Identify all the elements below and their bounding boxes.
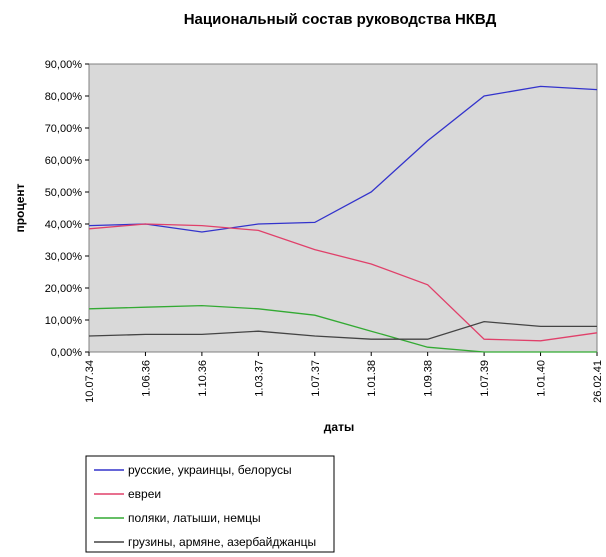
legend-items: русские, украинцы, белорусы евреи поляки, …: [94, 463, 316, 549]
x-tick-label: 1.03.37: [253, 360, 265, 397]
y-tick-label: 60,00%: [45, 155, 83, 167]
legend-label: евреи: [128, 487, 161, 501]
x-tick-label: 1.07.39: [479, 360, 491, 397]
series-line-4: [88, 320, 597, 340]
series-line-1: [88, 85, 598, 233]
x-tick-label: 1.10.36: [197, 360, 209, 397]
y-tick-label: 20,00%: [45, 283, 83, 295]
series-line-3: [88, 304, 597, 353]
y-tick-label: 0,00%: [51, 347, 82, 359]
y-tick-label: 10,00%: [45, 315, 83, 327]
y-tick-label: 50,00%: [45, 187, 83, 199]
x-tick-label: 10.07.34: [84, 360, 96, 403]
x-tick-label: 1.09.38: [423, 360, 435, 397]
y-axis-title: процент: [13, 183, 27, 232]
x-axis-title: даты: [324, 420, 354, 434]
plot-area: [88, 63, 598, 353]
x-tick-label: 26.02.41: [592, 360, 604, 403]
y-tick-label: 40,00%: [45, 219, 83, 231]
legend: [85, 455, 335, 553]
series-line-2: [88, 223, 598, 342]
y-axis: 0,00% 10,00% 20,00% 30,00% 40,00% 50,00% 60,00…: [45, 59, 89, 359]
x-tick-label: 1.01.38: [366, 360, 378, 397]
legend-label: грузины, армяне, азербайджанцы: [128, 535, 316, 549]
y-tick-label: 90,00%: [45, 59, 83, 71]
x-axis: 10.07.34 1.06.36 1.10.36 1.03.37 1.07.37 1.01…: [84, 352, 604, 403]
chart-title: Национальный состав руководства НКВД: [184, 11, 497, 28]
y-tick-label: 30,00%: [45, 251, 83, 263]
legend-label: поляки, латыши, немцы: [128, 511, 261, 525]
y-tick-label: 70,00%: [45, 123, 83, 135]
series-lines: [88, 85, 598, 353]
y-tick-label: 80,00%: [45, 91, 83, 103]
x-tick-label: 1.07.37: [310, 360, 322, 397]
x-tick-label: 1.01.40: [536, 360, 548, 397]
x-tick-label: 1.06.36: [140, 360, 152, 397]
legend-label: русские, украинцы, белорусы: [128, 463, 292, 477]
